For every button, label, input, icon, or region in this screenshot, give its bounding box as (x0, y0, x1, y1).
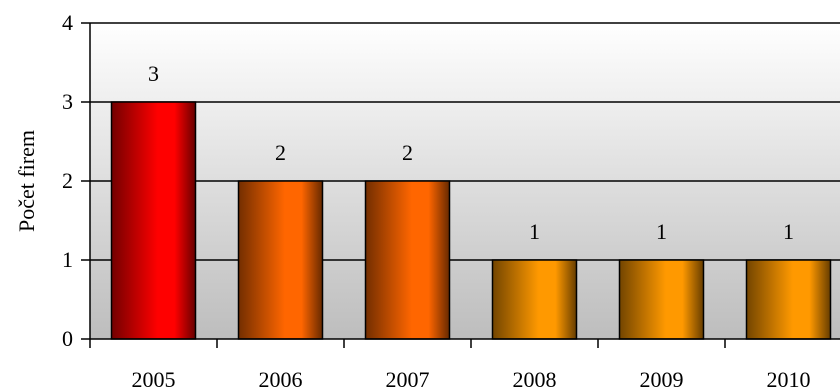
y-tick-label-4: 4 (62, 10, 73, 35)
x-tick-label-2007: 2007 (386, 367, 430, 392)
bar-2010 (745, 259, 832, 340)
bar-2007 (364, 180, 451, 340)
bar-2006 (237, 180, 324, 340)
gridlines (90, 22, 840, 261)
bar-2005 (110, 101, 197, 340)
axes: 0 1 2 3 4 2005 2006 2007 2008 2009 2010 (62, 10, 840, 392)
bar-2008 (491, 259, 578, 340)
data-label-2005: 3 (148, 61, 159, 86)
x-tick-label-2005: 2005 (132, 367, 176, 392)
data-label-2010: 1 (783, 219, 794, 244)
y-tick-label-1: 1 (62, 247, 73, 272)
y-tick-label-2: 2 (62, 168, 73, 193)
bars (110, 101, 832, 340)
data-labels: 3 2 2 1 1 1 (148, 61, 794, 244)
y-tick-label-3: 3 (62, 89, 73, 114)
data-label-2006: 2 (275, 140, 286, 165)
y-axis-title: Počet firem (14, 130, 39, 232)
x-tick-label-2006: 2006 (259, 367, 303, 392)
y-tick-label-0: 0 (62, 326, 73, 351)
data-label-2009: 1 (656, 219, 667, 244)
x-tick-label-2009: 2009 (640, 367, 684, 392)
x-tick-label-2010: 2010 (767, 367, 811, 392)
bar-2009 (618, 259, 705, 340)
x-tick-label-2008: 2008 (513, 367, 557, 392)
data-label-2007: 2 (402, 140, 413, 165)
data-label-2008: 1 (529, 219, 540, 244)
